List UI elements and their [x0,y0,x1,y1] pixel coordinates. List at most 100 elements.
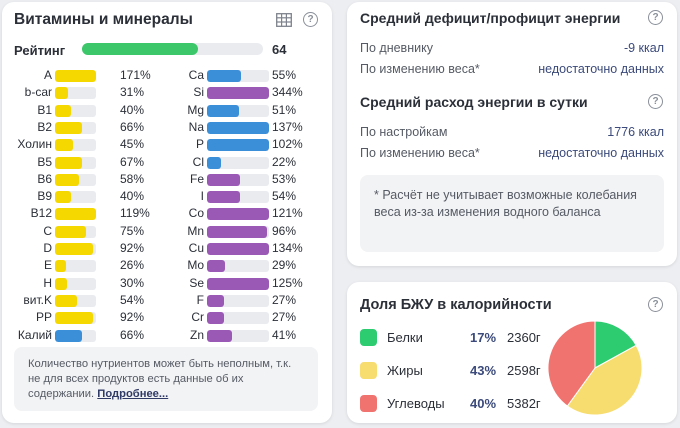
nutrient-name: Ca [188,68,204,82]
nutrient-pct: 53% [272,171,297,186]
nutrient-row: B9 40% [2,188,332,205]
nutrient-pct: 171% [120,68,151,82]
nutrient-bar [55,294,96,307]
nutrient-pct: 30% [120,275,145,290]
nutrient-pct: 92% [120,310,145,325]
nutrient-pct: 75% [120,223,145,238]
nutrient-name: B1 [37,102,52,117]
nutrient-bar-fill [55,294,78,307]
nutrient-row: E 26% [2,257,332,274]
nutrient-row: Co 121% [2,205,332,222]
nutrient-bar-fill [207,312,224,325]
nutrient-bar [207,139,269,152]
nutrient-pct: 22% [272,154,297,169]
nutrient-bar-fill [55,329,83,342]
nutrient-pct: 45% [120,137,145,152]
nutrient-bar-fill [55,312,93,325]
nutrient-bar [55,191,96,204]
nutrient-bar [207,294,269,307]
nutrient-bar-fill [207,156,221,169]
nutrient-pct: 51% [272,102,297,117]
nutrient-bar-fill [207,260,225,273]
nutrient-row: Холин 45% [2,136,332,153]
rating-bar-fill [82,43,198,55]
nutrient-bar-fill [207,104,239,117]
nutrient-name: Na [188,119,204,134]
vitamins-title: Витамины и минералы [14,11,193,28]
nutrient-name: Cr [191,310,204,325]
nutrient-name: Co [188,206,204,221]
nutrient-row: b-car 31% [2,84,332,101]
nutrient-bar [55,104,96,117]
nutrient-pct: 54% [120,292,145,307]
rating-label: Рейтинг [14,43,66,58]
help-icon[interactable]: ? [648,10,663,25]
nutrient-row: Fe 53% [2,171,332,188]
fat-swatch [360,362,377,379]
nutrient-pct: 102% [272,137,303,152]
nutrient-row: B12 119% [2,205,332,222]
nutrient-row: Zn 41% [2,327,332,344]
nutrient-name: Mn [187,223,204,238]
nutrient-bar [55,243,96,255]
nutrient-pct: 92% [120,241,145,255]
nutrient-bar-fill [55,243,93,255]
macro-row-fat: Жиры 43% 2598г [360,361,550,381]
protein-grams: 2360г [507,330,541,345]
nutrient-row: Mg 51% [2,102,332,119]
carbs-swatch [360,395,377,412]
nutrient-bar-fill [207,191,241,204]
nutrient-bar-fill [55,173,79,186]
nutrient-bar [55,208,96,221]
nutrient-row: Mn 96% [2,223,332,240]
pie-slice-protein [594,320,637,369]
nutrient-name: PP [35,310,52,325]
nutrient-pct: 26% [120,258,145,273]
nutrient-row: Si 344% [2,84,332,101]
table-icon[interactable] [276,13,292,27]
more-link[interactable]: Подробнее... [97,388,169,400]
rating-value: 64 [272,42,287,57]
nutrient-name: Калий [17,327,52,342]
nutrient-bar-fill [55,208,96,221]
nutrient-bar-fill [207,225,267,238]
nutrient-row: P 102% [2,136,332,153]
nutrient-bar [55,329,96,342]
help-icon[interactable]: ? [648,94,663,109]
nutrient-row: D 92% [2,240,332,257]
nutrient-bar [207,312,269,325]
nutrient-bar-fill [207,277,269,290]
fat-pct: 43% [470,363,497,378]
nutrient-bar-fill [55,156,83,169]
nutrient-pct: 66% [120,327,145,342]
nutrient-pct: 54% [272,189,297,204]
nutrient-name: C [43,223,52,238]
nutrient-bar [207,277,269,290]
nutrient-name: E [43,258,52,273]
macros-card: Доля БЖУ в калорийности ? Белки 17% 2360… [347,282,677,423]
nutrient-pct: 27% [272,292,297,307]
macros-title: Доля БЖУ в калорийности [360,297,552,313]
nutrient-name: Zn [189,327,204,342]
expense-weight-value: недостаточно данных [538,146,664,160]
energy-card: Средний дефицит/профицит энергии ? По дн… [347,2,677,266]
nutrient-pct: 41% [272,327,297,342]
nutrient-bar [207,208,269,221]
nutrient-bar [207,70,269,82]
nutrient-name: H [43,275,52,290]
nutrient-pct: 134% [272,241,303,255]
nutrient-bar [207,260,269,273]
help-icon[interactable]: ? [648,297,663,312]
nutrient-name: B6 [37,171,52,186]
macro-row-carbs: Углеводы 40% 5382г [360,394,550,414]
fat-grams: 2598г [507,363,541,378]
protein-swatch [360,329,377,346]
nutrient-bar-fill [207,121,269,134]
nutrient-pct: 67% [120,154,145,169]
help-icon[interactable]: ? [303,12,318,27]
protein-pct: 17% [470,330,497,345]
nutrient-row: Ca 55% [2,67,332,84]
nutrient-bar [207,121,269,134]
nutrient-bar-fill [207,294,224,307]
nutrient-row: Na 137% [2,119,332,136]
